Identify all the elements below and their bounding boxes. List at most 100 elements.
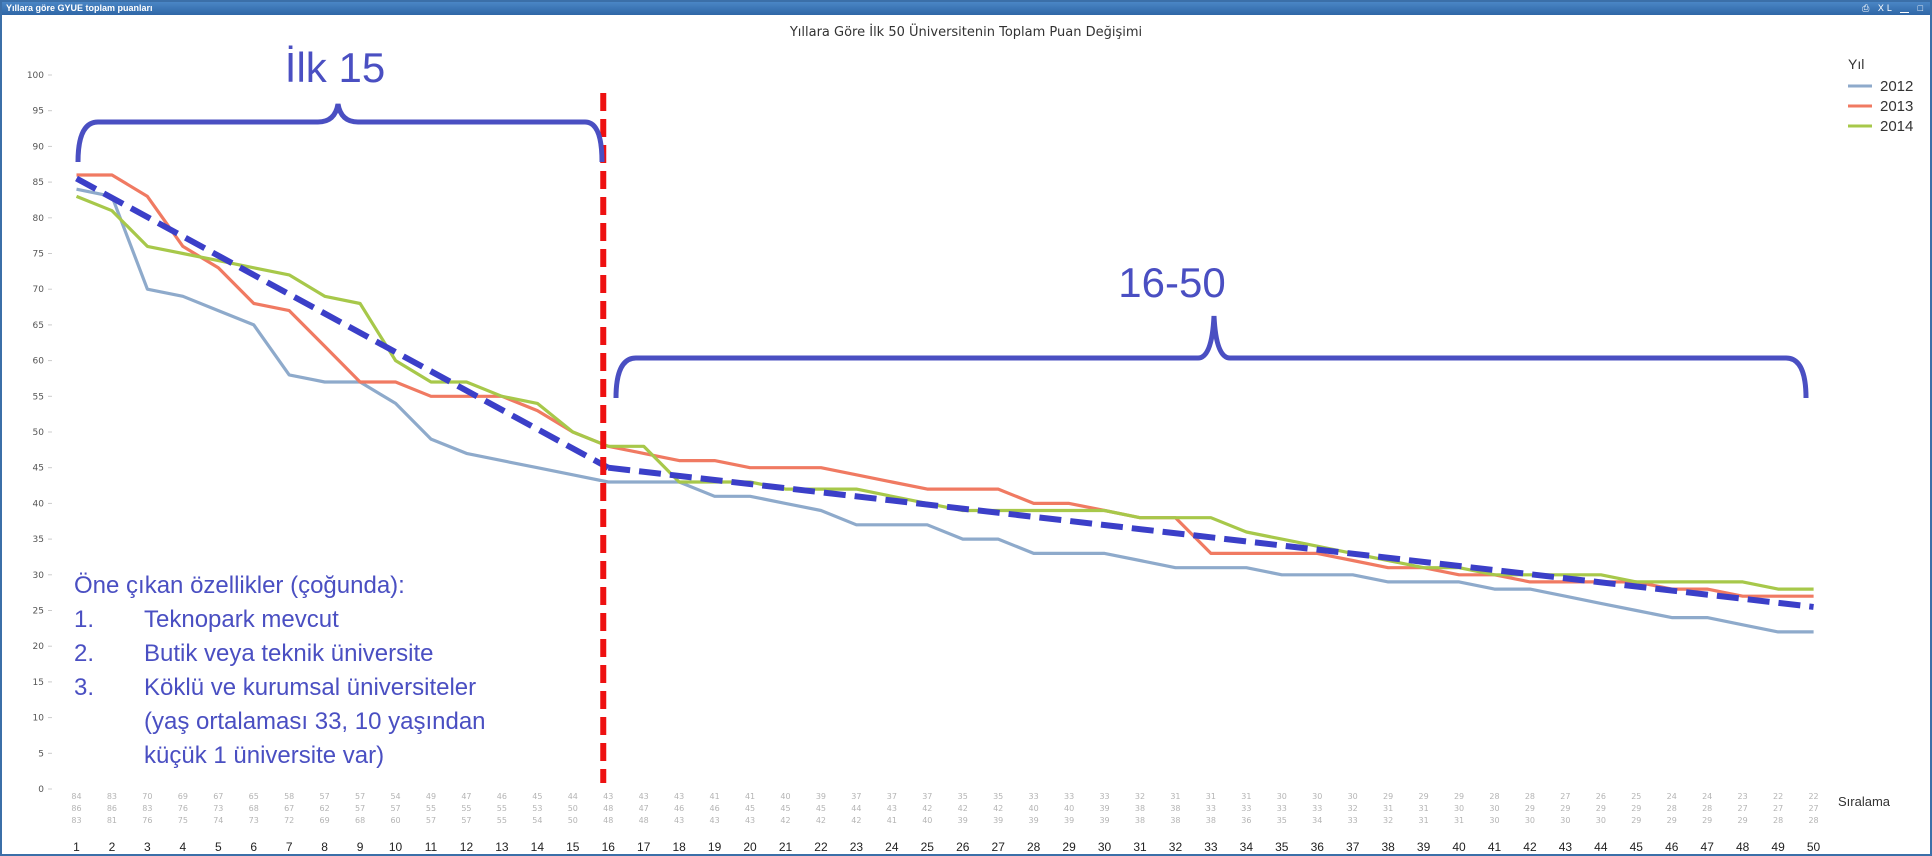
table-cell: 39	[958, 816, 968, 825]
table-cell: 48	[603, 816, 613, 825]
table-cell: 38	[1135, 804, 1145, 813]
x-tick-label: 46	[1665, 840, 1679, 854]
x-tick-label: 15	[566, 840, 580, 854]
x-tick-label: 9	[357, 840, 364, 854]
x-tick-label: 22	[814, 840, 828, 854]
excel-icon[interactable]: XL	[1877, 3, 1895, 13]
table-cell: 28	[1808, 816, 1818, 825]
table-cell: 29	[1631, 804, 1641, 813]
table-cell: 39	[1029, 816, 1039, 825]
x-tick-label: 18	[672, 840, 686, 854]
table-cell: 44	[568, 792, 578, 801]
y-tick-label: 25	[33, 607, 44, 617]
table-cell: 24	[1702, 792, 1712, 801]
table-cell: 42	[816, 816, 826, 825]
table-cell: 72	[284, 816, 294, 825]
table-cell: 45	[780, 804, 790, 813]
table-cell: 43	[745, 816, 755, 825]
feature-text: Teknopark mevcut	[144, 606, 339, 633]
feature-note: küçük 1 üniversite var)	[144, 742, 384, 769]
table-cell: 39	[993, 816, 1003, 825]
feature-text: Butik veya teknik üniversite	[144, 640, 433, 667]
x-tick-label: 10	[389, 840, 403, 854]
table-cell: 37	[922, 792, 932, 801]
table-cell: 30	[1560, 816, 1570, 825]
feature-note: (yaş ortalaması 33, 10 yaşından	[144, 708, 486, 735]
table-cell: 70	[142, 792, 152, 801]
y-tick-label: 65	[33, 321, 44, 331]
x-tick-label: 19	[708, 840, 722, 854]
table-cell: 76	[142, 816, 152, 825]
x-tick-label: 48	[1736, 840, 1750, 854]
x-tick-label: 4	[180, 840, 187, 854]
y-tick-label: 10	[33, 714, 45, 724]
table-cell: 31	[1419, 804, 1429, 813]
table-cell: 30	[1277, 792, 1287, 801]
y-tick-label: 60	[33, 357, 45, 367]
x-tick-label: 37	[1346, 840, 1360, 854]
table-cell: 49	[426, 792, 436, 801]
table-cell: 29	[1525, 804, 1535, 813]
table-cell: 27	[1738, 804, 1748, 813]
table-cell: 43	[674, 792, 684, 801]
table-cell: 45	[745, 804, 755, 813]
x-tick-label: 40	[1452, 840, 1466, 854]
table-cell: 30	[1454, 804, 1464, 813]
y-tick-label: 90	[33, 142, 45, 152]
table-cell: 53	[532, 804, 542, 813]
table-cell: 43	[674, 816, 684, 825]
table-cell: 27	[1560, 792, 1570, 801]
table-cell: 83	[142, 804, 152, 813]
table-cell: 50	[568, 816, 578, 825]
table-cell: 44	[851, 804, 861, 813]
table-cell: 33	[1206, 804, 1216, 813]
x-axis: 1 2 3 4 5 6 7 8 9 10 11 12 13 14 15 16 17 18 19 20 21 22 23 24 2…	[73, 840, 1820, 854]
y-tick-label: 35	[33, 535, 44, 545]
print-icon[interactable]: ⎙	[1862, 3, 1873, 13]
table-cell: 67	[213, 792, 223, 801]
table-cell: 43	[603, 792, 613, 801]
y-tick-label: 0	[38, 785, 44, 795]
table-cell: 62	[320, 804, 330, 813]
legend-label-2014: 2014	[1880, 118, 1913, 135]
table-cell: 42	[993, 804, 1003, 813]
x-tick-label: 12	[460, 840, 474, 854]
maximize-icon[interactable]: □	[1917, 3, 1926, 13]
table-cell: 24	[1667, 792, 1677, 801]
window-title: Yıllara göre GYUE toplam puanları	[6, 3, 153, 13]
table-cell: 40	[780, 792, 790, 801]
minimize-icon[interactable]: ▁	[1900, 3, 1913, 13]
x-tick-label: 27	[992, 840, 1006, 854]
x-tick-label: 21	[779, 840, 793, 854]
table-cell: 68	[249, 804, 259, 813]
y-tick-label: 100	[27, 71, 44, 81]
x-tick-label: 34	[1240, 840, 1254, 854]
x-tick-label: 17	[637, 840, 651, 854]
table-cell: 35	[958, 792, 968, 801]
table-cell: 41	[710, 792, 720, 801]
y-tick-label: 55	[33, 392, 44, 402]
table-cell: 40	[922, 816, 932, 825]
table-cell: 27	[1808, 804, 1818, 813]
table-cell: 28	[1525, 792, 1535, 801]
table-cell: 26	[1596, 792, 1606, 801]
table-cell: 86	[107, 804, 117, 813]
x-tick-label: 5	[215, 840, 222, 854]
table-cell: 31	[1206, 792, 1216, 801]
table-cell: 31	[1170, 792, 1180, 801]
brace-top15	[75, 103, 605, 163]
table-cell: 29	[1596, 804, 1606, 813]
table-cell: 55	[461, 804, 471, 813]
x-tick-label: 11	[425, 840, 438, 854]
feature-number: 2.	[74, 640, 94, 667]
table-cell: 38	[1135, 816, 1145, 825]
table-cell: 83	[71, 816, 81, 825]
series-line-2012	[76, 187, 1814, 634]
x-tick-label: 2	[109, 840, 116, 854]
x-tick-label: 28	[1027, 840, 1041, 854]
table-cell: 23	[1738, 792, 1748, 801]
x-tick-label: 31	[1133, 840, 1147, 854]
series-line-2013	[76, 173, 1814, 598]
table-cell: 86	[71, 804, 81, 813]
